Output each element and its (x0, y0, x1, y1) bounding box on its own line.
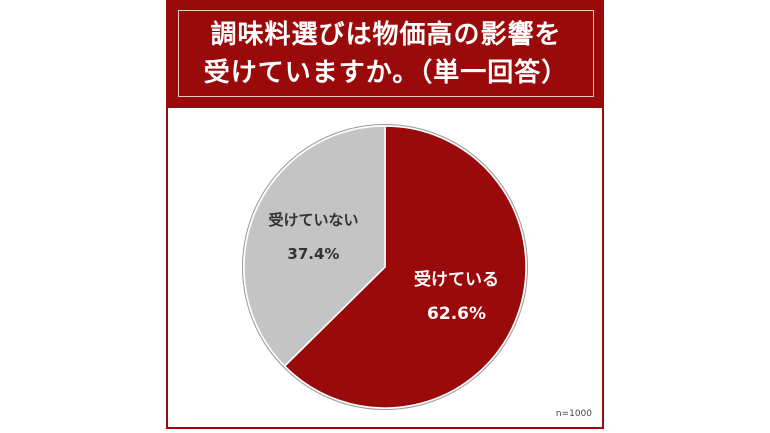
sample-size-note: n=1000 (555, 409, 592, 419)
slice-value: 62.6% (427, 304, 486, 324)
pie-slice (283, 125, 527, 409)
chart-header: 調味料選びは物価高の影響を 受けていますか。（単一回答） (168, 0, 602, 108)
slice-value: 37.4% (287, 245, 339, 263)
chart-frame: 調味料選びは物価高の影響を 受けていますか。（単一回答） n=1000 (166, 0, 604, 429)
title-line-1: 調味料選びは物価高の影響を (210, 19, 562, 50)
slice-label: 受けている (414, 269, 499, 290)
title-box: 調味料選びは物価高の影響を 受けていますか。（単一回答） (178, 10, 594, 97)
title-line-2: 受けていますか。（単一回答） (203, 57, 569, 88)
pie-slice (243, 125, 386, 368)
slice-label: 受けていない (268, 211, 358, 229)
pie-outline (242, 124, 528, 410)
chart-title: 調味料選びは物価高の影響を 受けていますか。（単一回答） (204, 16, 568, 92)
